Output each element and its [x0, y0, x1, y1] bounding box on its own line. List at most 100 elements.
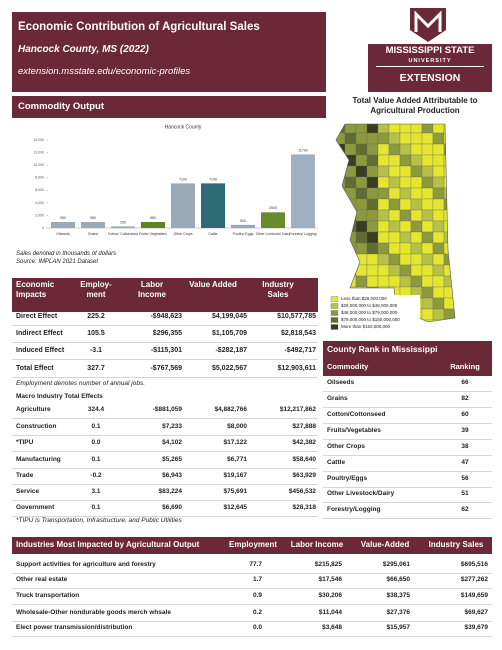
cell: $83,224	[158, 488, 183, 495]
cell: $11,044	[318, 609, 342, 616]
county	[388, 143, 401, 156]
cell: 0.2	[252, 609, 262, 616]
county	[366, 231, 379, 244]
county	[355, 253, 368, 266]
county	[454, 124, 455, 134]
county	[410, 231, 423, 244]
county	[421, 124, 434, 134]
cell: $39,679	[464, 624, 489, 631]
row-rule	[12, 636, 492, 637]
x-tick-label: Grains	[88, 232, 99, 236]
cell: $7,233	[162, 423, 182, 430]
county	[388, 209, 401, 222]
county	[366, 198, 379, 211]
county	[355, 242, 368, 255]
row-rule	[323, 471, 492, 472]
y-tick-label: 6,000	[35, 188, 44, 192]
row-label: Induced Effect	[16, 347, 65, 354]
cell: $215,825	[314, 561, 342, 568]
row-rule	[323, 439, 492, 440]
cell: $17,546	[318, 576, 343, 583]
cell: $6,771	[227, 456, 247, 463]
county	[366, 143, 379, 156]
value-label: 500	[240, 219, 246, 223]
county	[355, 231, 368, 244]
row-rule	[12, 342, 318, 343]
county	[432, 124, 445, 134]
row-rule	[323, 502, 492, 503]
cell: 0.1	[91, 423, 101, 430]
county	[366, 176, 379, 189]
subtitle: Hancock County, MS (2022)	[18, 44, 149, 55]
cell: $4,102	[162, 439, 182, 446]
county	[432, 132, 445, 145]
county	[399, 132, 412, 145]
cell: 51	[461, 490, 469, 497]
county	[432, 154, 445, 167]
row-rule	[12, 484, 318, 485]
cell: -$948,623	[150, 313, 182, 320]
row-label: Fruits/Vegetables	[327, 427, 381, 434]
county	[454, 308, 455, 321]
cell: $42,382	[292, 439, 317, 446]
legend-swatch	[330, 310, 339, 316]
county	[377, 154, 390, 167]
row-rule	[12, 451, 318, 452]
county	[344, 264, 357, 277]
row-label: Support activities for agriculture and f…	[16, 561, 156, 568]
county	[399, 154, 412, 167]
cell: $17,122	[223, 439, 248, 446]
cell: 47	[461, 459, 469, 466]
county	[377, 143, 390, 156]
x-tick-label: Other Crops	[173, 232, 192, 236]
county	[454, 242, 455, 255]
county	[454, 187, 455, 200]
county	[421, 132, 434, 145]
cell: 324.4	[87, 406, 105, 413]
county	[399, 176, 412, 189]
county	[421, 209, 434, 222]
cell: $27,376	[386, 609, 411, 616]
county	[366, 165, 379, 178]
county	[410, 187, 423, 200]
cell: 82	[461, 395, 469, 402]
row-label: Other real estate	[16, 576, 68, 583]
y-tick-label: 12,000	[33, 150, 44, 154]
column-header: Value-Added	[360, 540, 410, 549]
county	[421, 154, 434, 167]
bar	[201, 183, 225, 228]
county	[454, 143, 455, 156]
county	[388, 275, 401, 288]
county	[336, 220, 346, 233]
county	[355, 143, 368, 156]
county	[336, 154, 346, 167]
macro-note: *TIPU is Transportation, Infrastructure,…	[16, 517, 182, 524]
y-tick-label: 8,000	[35, 176, 44, 180]
cell: 66	[461, 379, 469, 386]
county	[454, 286, 455, 299]
county	[421, 319, 434, 322]
county	[377, 209, 390, 222]
county	[336, 132, 346, 145]
county	[421, 308, 434, 321]
county	[344, 132, 357, 145]
cell: $3,648	[322, 624, 342, 631]
county	[377, 132, 390, 145]
row-rule	[323, 391, 492, 392]
county	[432, 308, 445, 321]
county	[388, 132, 401, 145]
x-tick-label: Cattle	[208, 232, 217, 236]
url: extension.msstate.edu/economic-profiles	[18, 66, 191, 77]
cell: 105.5	[87, 330, 105, 337]
county	[399, 253, 412, 266]
column-header: Ranking	[450, 362, 480, 371]
county	[399, 143, 412, 156]
legend-label: Less than $28,000,000	[341, 296, 387, 301]
value-label: 11700	[298, 148, 308, 152]
county	[399, 275, 412, 288]
legend-label: More than $150,000,000	[341, 324, 391, 329]
column-header: Commodity	[327, 362, 369, 371]
cell: 1.7	[252, 576, 262, 583]
county	[410, 264, 423, 277]
